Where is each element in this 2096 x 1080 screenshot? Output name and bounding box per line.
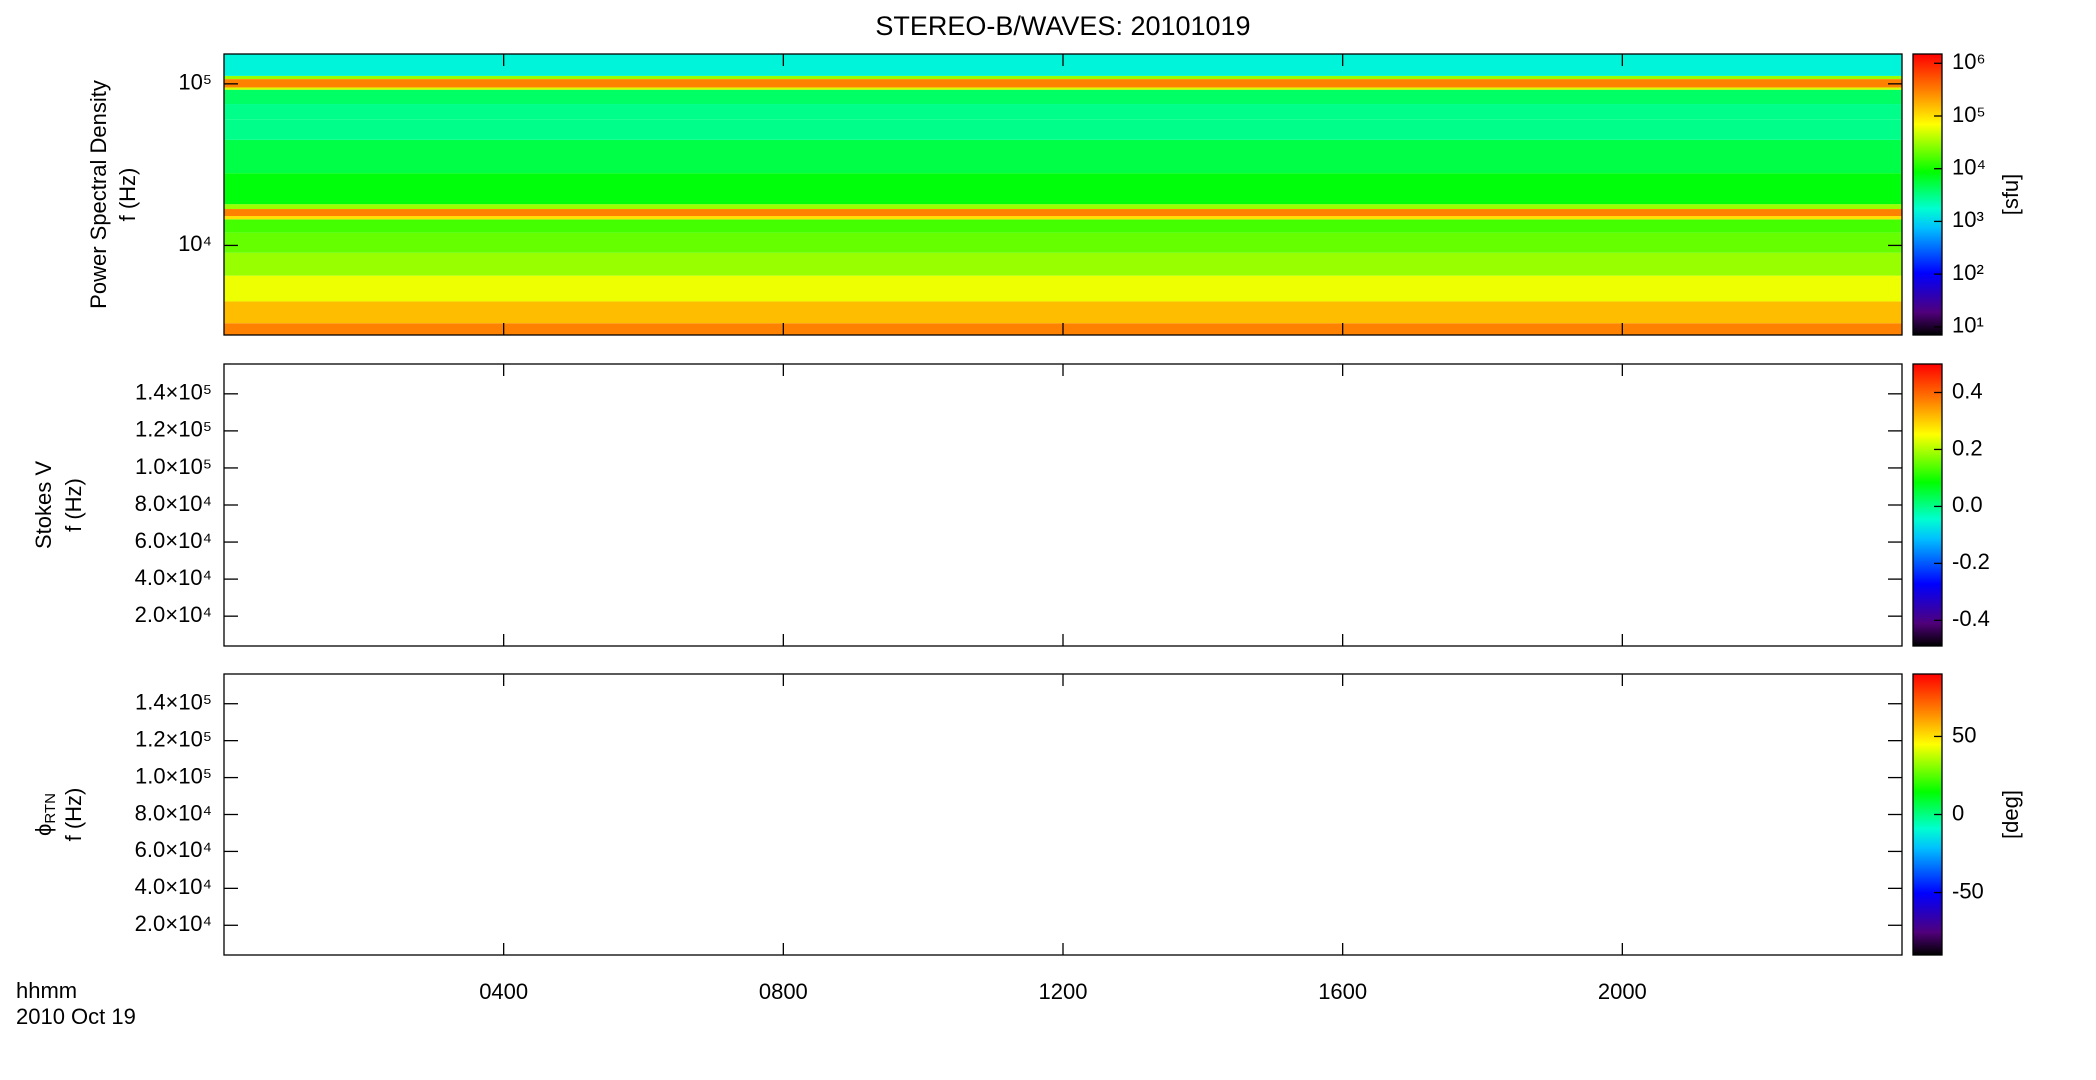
y-tick-label: 1.4×10⁵	[135, 690, 212, 715]
spectrogram-band	[224, 75, 1902, 80]
y-tick-label: 6.0×10⁴	[135, 837, 212, 862]
x-tick-label: 0800	[759, 979, 808, 1004]
spectrogram-band	[224, 301, 1902, 324]
spectrogram-band	[224, 275, 1902, 302]
y-tick-label: 2.0×10⁴	[135, 602, 212, 627]
y-tick-label: 8.0×10⁴	[135, 491, 212, 516]
y-axis-label-subscript: RTN	[42, 793, 59, 824]
y-tick-label: 8.0×10⁴	[135, 800, 212, 825]
y-tick-label: 1.4×10⁵	[135, 380, 212, 405]
y-tick-label: 1.0×10⁵	[135, 454, 212, 479]
x-tick-label: 0400	[479, 979, 528, 1004]
y-tick-label: 1.2×10⁵	[135, 726, 212, 751]
colorbar-tick-label: -0.2	[1952, 549, 1990, 574]
colorbar-tick-label: -0.4	[1952, 606, 1990, 631]
colorbar-tick-label: 0.2	[1952, 435, 1983, 460]
spectrogram-band	[224, 252, 1902, 276]
y-tick-label: 2.0×10⁴	[135, 911, 212, 936]
spectrogram-band	[224, 89, 1902, 105]
y-tick-label: 10⁵	[178, 70, 212, 95]
x-axis-label: hhmm	[16, 978, 77, 1003]
colorbar-tick-label: 10⁵	[1952, 102, 1986, 127]
spectrogram-band	[224, 173, 1902, 205]
y-axis-label: Stokes V	[31, 461, 56, 549]
colorbar-tick-label: 10⁶	[1952, 49, 1986, 74]
colorbar-label: [deg]	[1998, 790, 2023, 839]
colorbar-label: [sfu]	[1998, 174, 2023, 216]
x-tick-label: 1600	[1318, 979, 1367, 1004]
spectrogram-band	[224, 204, 1902, 210]
colorbar-tick-label: 10²	[1952, 260, 1984, 285]
x-tick-label: 2000	[1598, 979, 1647, 1004]
spectrogram-band	[224, 209, 1902, 217]
date-label: 2010 Oct 19	[16, 1004, 136, 1029]
y-tick-label: 10⁴	[178, 231, 212, 256]
colorbar-tick-label: 0	[1952, 800, 1964, 825]
colorbar-tick-label: 0.4	[1952, 378, 1983, 403]
colorbar-tick-label: -50	[1952, 878, 1984, 903]
spectrogram-band	[224, 139, 1902, 174]
spectrogram-band	[224, 219, 1902, 233]
colorbar-tick-label: 10³	[1952, 207, 1984, 232]
spectrogram-band	[224, 79, 1902, 88]
spectrogram-band	[224, 119, 1902, 140]
y-tick-label: 4.0×10⁴	[135, 874, 212, 899]
x-tick-label: 1200	[1039, 979, 1088, 1004]
colorbar-tick-label: 50	[1952, 722, 1976, 747]
y-tick-label: 4.0×10⁴	[135, 565, 212, 590]
y-axis-label: f (Hz)	[61, 788, 86, 842]
spectrogram-band	[224, 232, 1902, 253]
colorbar-tick-label: 10⁴	[1952, 155, 1986, 180]
spectrogram-band	[224, 104, 1902, 120]
y-tick-label: 1.0×10⁵	[135, 763, 212, 788]
spectrogram-band	[224, 87, 1902, 90]
colorbar-tick-label: 10¹	[1952, 313, 1984, 338]
colorbar	[1912, 363, 1943, 647]
spectrogram-band	[224, 216, 1902, 220]
chart-title: STEREO-B/WAVES: 20101019	[875, 11, 1250, 41]
y-tick-label: 6.0×10⁴	[135, 528, 212, 553]
colorbar	[1912, 53, 1943, 336]
y-axis-label: Power Spectral Density	[86, 80, 111, 309]
y-axis-label: f (Hz)	[115, 168, 140, 222]
y-tick-label: 1.2×10⁵	[135, 417, 212, 442]
colorbar-tick-label: 0.0	[1952, 492, 1983, 517]
y-axis-label: f (Hz)	[61, 478, 86, 532]
